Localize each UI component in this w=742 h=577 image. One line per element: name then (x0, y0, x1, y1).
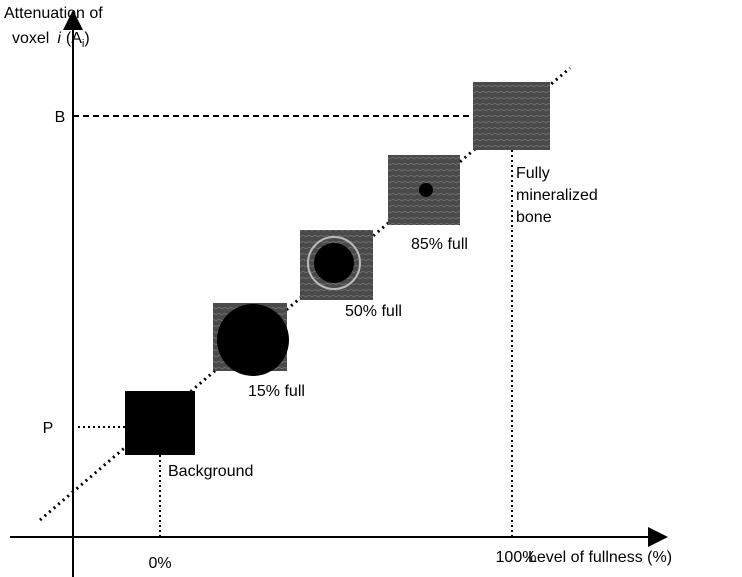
label-part: (A (66, 30, 82, 47)
sample-label: 50% full (345, 303, 402, 320)
sample-image (300, 230, 373, 300)
sample-label: 85% full (411, 236, 468, 253)
y-tick-label: B (55, 109, 66, 126)
label-part: ) (84, 30, 89, 47)
sample-image (213, 303, 289, 376)
sample-image (473, 82, 550, 150)
sample-label: Background (168, 463, 253, 480)
x-tick-label: 100% (496, 549, 537, 566)
label-part: i (82, 38, 84, 50)
x-axis-label: Level of fullness (%) (528, 549, 672, 566)
sample-image (125, 391, 195, 455)
sample-label: 15% full (248, 383, 305, 400)
label-part: i (57, 30, 61, 47)
sample-label: mineralized (516, 187, 598, 204)
y-tick-label: P (43, 420, 54, 437)
y-axis-label: Attenuation of (4, 5, 103, 22)
label-part: voxel (12, 30, 49, 47)
x-tick-label: 0% (148, 555, 171, 572)
sample-label: Fully (516, 165, 550, 182)
y-axis-label: voxel i (Ai) (12, 30, 90, 50)
sample-image (388, 155, 460, 225)
sample-label: bone (516, 209, 552, 226)
